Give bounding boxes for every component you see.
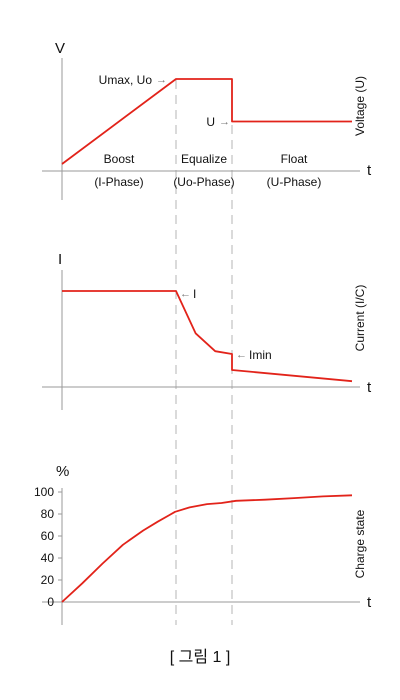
- current-t-label: t: [367, 379, 372, 396]
- figure-caption: [ 그림 1 ]: [170, 648, 231, 666]
- current-y-label: I: [58, 251, 62, 268]
- charge-y-label: %: [56, 463, 69, 480]
- voltage-panel: V t Voltage (U) Umax, Uo → U → Boost (I-…: [42, 40, 372, 200]
- imin-arrow-icon: ←: [236, 349, 247, 361]
- y-tick-label-60: 60: [41, 529, 55, 543]
- phase-float-label: Float: [281, 152, 308, 166]
- i-arrow-icon: ←: [180, 288, 191, 300]
- voltage-right-label: Voltage (U): [353, 76, 367, 136]
- umax-annotation: Umax, Uo: [99, 73, 153, 87]
- umax-arrow-icon: →: [156, 74, 167, 86]
- i-annotation: I: [193, 287, 196, 301]
- charge-y-ticks: 100 80 60 40 20 0: [34, 485, 62, 609]
- phase-equalize-sub: (Uo-Phase): [173, 175, 234, 189]
- u-arrow-icon: →: [219, 116, 230, 128]
- imin-annotation: Imin: [249, 348, 272, 362]
- y-tick-label-40: 40: [41, 551, 55, 565]
- y-tick-label-0: 0: [47, 595, 54, 609]
- y-tick-label-80: 80: [41, 507, 55, 521]
- charge-t-label: t: [367, 594, 372, 611]
- charge-panel: % t Charge state 100 80 60 40 20 0: [34, 463, 372, 625]
- y-tick-label-100: 100: [34, 485, 54, 499]
- phase-boost-label: Boost: [104, 152, 135, 166]
- y-tick-label-20: 20: [41, 573, 55, 587]
- voltage-t-label: t: [367, 162, 372, 179]
- voltage-y-label: V: [55, 40, 65, 57]
- voltage-series-line: [61, 78, 352, 165]
- current-series-line: [62, 290, 353, 383]
- phase-boost-sub: (I-Phase): [94, 175, 143, 189]
- charge-right-label: Charge state: [353, 509, 367, 578]
- current-right-label: Current (I/C): [353, 285, 367, 352]
- phase-equalize-label: Equalize: [181, 152, 227, 166]
- phase-float-sub: (U-Phase): [267, 175, 322, 189]
- charge-series-line: [61, 494, 353, 603]
- u-annotation: U: [206, 115, 215, 129]
- current-panel: I t Current (I/C) ← I ← Imin: [42, 251, 372, 410]
